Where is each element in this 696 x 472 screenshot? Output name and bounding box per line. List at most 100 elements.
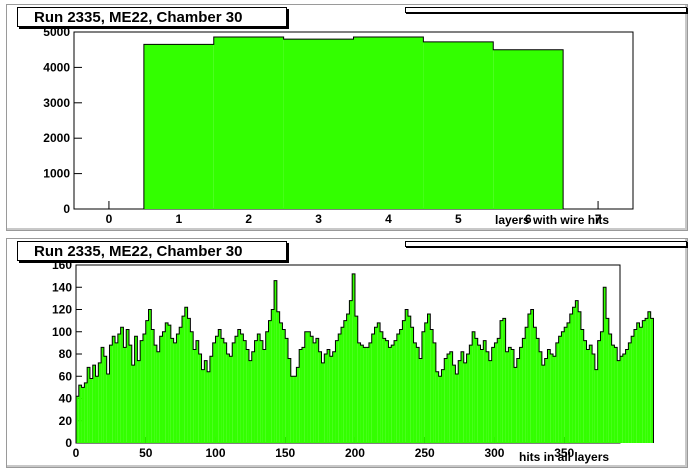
histogram-bar bbox=[360, 345, 364, 443]
histogram-bar bbox=[76, 396, 79, 443]
histogram-bar bbox=[486, 351, 489, 443]
x-tick-label: 0 bbox=[73, 446, 80, 460]
histogram-bar bbox=[603, 287, 607, 443]
histogram-bar bbox=[633, 329, 637, 443]
histogram-bar bbox=[215, 336, 219, 443]
histogram-bar bbox=[321, 362, 325, 443]
histogram-bar bbox=[622, 354, 626, 443]
histogram-bar bbox=[525, 327, 528, 443]
histogram-bar bbox=[561, 331, 565, 443]
histogram-bar bbox=[396, 333, 400, 443]
histogram-bar bbox=[458, 360, 461, 443]
histogram-bar bbox=[527, 313, 531, 443]
histogram-bar bbox=[237, 329, 241, 443]
histogram-bar bbox=[240, 333, 244, 443]
histogram-bar bbox=[179, 327, 183, 443]
histogram-bar bbox=[575, 300, 579, 443]
histogram-bar bbox=[631, 336, 634, 443]
histogram-bar bbox=[564, 327, 567, 443]
histogram-bar bbox=[129, 345, 132, 443]
histogram-bar bbox=[212, 342, 216, 443]
histogram-bar bbox=[502, 318, 506, 443]
histogram-bar bbox=[352, 273, 355, 443]
histogram-bar bbox=[173, 342, 177, 443]
histogram-bar bbox=[642, 320, 646, 443]
histogram-bar bbox=[410, 327, 414, 443]
histogram-bar bbox=[290, 376, 294, 443]
histogram-bar bbox=[647, 311, 651, 443]
histogram-bar bbox=[513, 367, 517, 443]
histogram-bar bbox=[140, 340, 143, 443]
stats-box bbox=[405, 241, 687, 247]
histogram-bar bbox=[402, 320, 406, 443]
histogram-bar bbox=[614, 347, 618, 443]
histogram-bar bbox=[89, 378, 93, 443]
histogram-bar bbox=[299, 349, 302, 443]
stats-box bbox=[405, 7, 687, 13]
histogram-bar bbox=[162, 331, 166, 443]
histogram-bar bbox=[81, 387, 85, 443]
histogram-bar bbox=[184, 307, 188, 443]
histogram-bar bbox=[218, 329, 222, 443]
histogram-bar bbox=[441, 369, 445, 443]
histogram-bar bbox=[463, 362, 467, 443]
histogram-bar bbox=[329, 356, 333, 443]
histogram-bar bbox=[307, 331, 311, 443]
histogram-bar bbox=[423, 41, 494, 209]
histogram-bar bbox=[583, 340, 587, 443]
histogram-bar bbox=[293, 376, 297, 443]
histogram-bar bbox=[109, 345, 113, 443]
histogram-bar bbox=[566, 322, 570, 443]
histogram-bar bbox=[444, 358, 448, 443]
histogram-bar bbox=[137, 360, 141, 443]
histogram-bar bbox=[452, 365, 456, 443]
y-tick-label: 20 bbox=[59, 414, 73, 428]
histogram-bar bbox=[353, 36, 424, 210]
histogram-bar bbox=[494, 342, 498, 443]
histogram-bar bbox=[497, 338, 501, 443]
x-tick-label: 250 bbox=[415, 446, 435, 460]
y-tick-label: 40 bbox=[59, 392, 73, 406]
histogram-bar bbox=[84, 382, 88, 443]
histogram-bar bbox=[455, 374, 459, 443]
histogram-bar bbox=[106, 374, 110, 443]
histogram-bar bbox=[460, 351, 464, 443]
histogram-bar bbox=[419, 358, 422, 443]
histogram-bar bbox=[541, 365, 545, 443]
histogram-bar bbox=[257, 333, 261, 443]
histogram-bar bbox=[254, 340, 258, 443]
histogram-bar bbox=[569, 313, 573, 443]
histogram-bar bbox=[580, 329, 584, 443]
histogram-bar bbox=[505, 351, 509, 443]
histogram-bar bbox=[268, 320, 272, 443]
histogram-bar bbox=[483, 340, 487, 443]
histogram-bar bbox=[154, 345, 157, 443]
histogram-bar bbox=[123, 347, 127, 443]
histogram-bar bbox=[639, 327, 643, 443]
histogram-outline bbox=[74, 36, 564, 210]
histogram-bar bbox=[438, 376, 442, 443]
histogram-bar bbox=[315, 338, 319, 443]
histogram-bar bbox=[195, 340, 199, 443]
histogram-bar bbox=[282, 329, 286, 443]
histogram-bar bbox=[276, 311, 280, 443]
histogram-bar bbox=[430, 329, 434, 443]
histogram-bar bbox=[341, 327, 344, 443]
x-tick-label: 5 bbox=[455, 212, 462, 226]
histogram-bar bbox=[332, 351, 336, 443]
y-tick-label: 4000 bbox=[43, 60, 70, 74]
histogram-bar bbox=[170, 338, 174, 443]
histogram-outline bbox=[75, 273, 654, 443]
histogram-bar bbox=[112, 336, 116, 443]
histogram-bar bbox=[394, 340, 397, 443]
histogram-bar bbox=[466, 354, 470, 443]
histogram-bar bbox=[474, 338, 478, 443]
histogram-bar bbox=[493, 49, 564, 210]
y-tick-label: 2000 bbox=[43, 131, 70, 145]
y-tick-label: 60 bbox=[59, 369, 73, 383]
histogram-bar bbox=[435, 371, 439, 443]
x-tick-label: 7 bbox=[595, 212, 602, 226]
histogram-bar bbox=[536, 338, 540, 443]
x-axis-label: hits in all layers bbox=[519, 450, 610, 464]
histogram-bar bbox=[620, 356, 623, 443]
